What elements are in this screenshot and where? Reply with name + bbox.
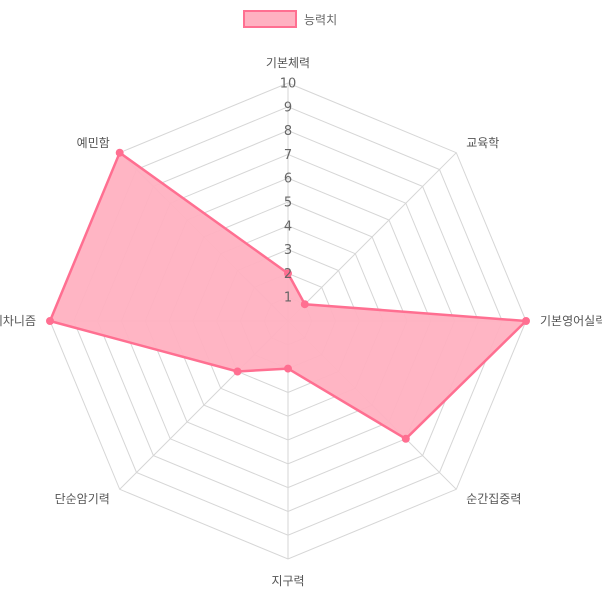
data-point-2[interactable] bbox=[522, 317, 530, 325]
radial-tick-labels: 1 2 3 4 5 6 7 8 9 10 bbox=[280, 77, 297, 306]
tick-label-8: 8 bbox=[284, 124, 292, 139]
axis-label-3: 순간집중력 bbox=[466, 492, 521, 506]
legend-swatch-ability bbox=[243, 10, 297, 28]
axis-label-5: 단순암기력 bbox=[55, 492, 110, 506]
legend-label-ability: 능력치 bbox=[304, 13, 337, 27]
tick-label-2: 2 bbox=[284, 267, 292, 282]
axis-label-6: 귀차니즘 bbox=[0, 314, 36, 328]
tick-label-7: 7 bbox=[284, 148, 292, 163]
data-point-5[interactable] bbox=[233, 367, 242, 376]
radar-series-layer bbox=[46, 148, 530, 443]
data-point-3[interactable] bbox=[401, 434, 410, 443]
tick-label-5: 5 bbox=[284, 196, 292, 211]
data-point-6[interactable] bbox=[46, 317, 54, 325]
tick-label-10: 10 bbox=[280, 77, 297, 92]
axis-label-4: 지구력 bbox=[271, 574, 304, 588]
data-point-1[interactable] bbox=[300, 300, 309, 309]
legend[interactable]: 능력치 bbox=[243, 10, 337, 28]
tick-label-1: 1 bbox=[284, 291, 292, 306]
axis-label-7: 예민함 bbox=[77, 136, 110, 150]
data-point-0[interactable] bbox=[284, 269, 292, 278]
tick-label-4: 4 bbox=[284, 219, 292, 234]
tick-label-6: 6 bbox=[284, 172, 292, 187]
axis-label-1: 교육학 bbox=[466, 136, 499, 150]
axis-label-0: 기본체력 bbox=[266, 56, 310, 70]
data-point-4[interactable] bbox=[284, 364, 292, 373]
spoke-1 bbox=[287, 152, 457, 322]
axis-label-2: 기본영어실력 bbox=[540, 314, 602, 328]
tick-label-9: 9 bbox=[284, 100, 292, 115]
data-point-7[interactable] bbox=[115, 148, 124, 157]
tick-label-3: 3 bbox=[284, 243, 292, 258]
